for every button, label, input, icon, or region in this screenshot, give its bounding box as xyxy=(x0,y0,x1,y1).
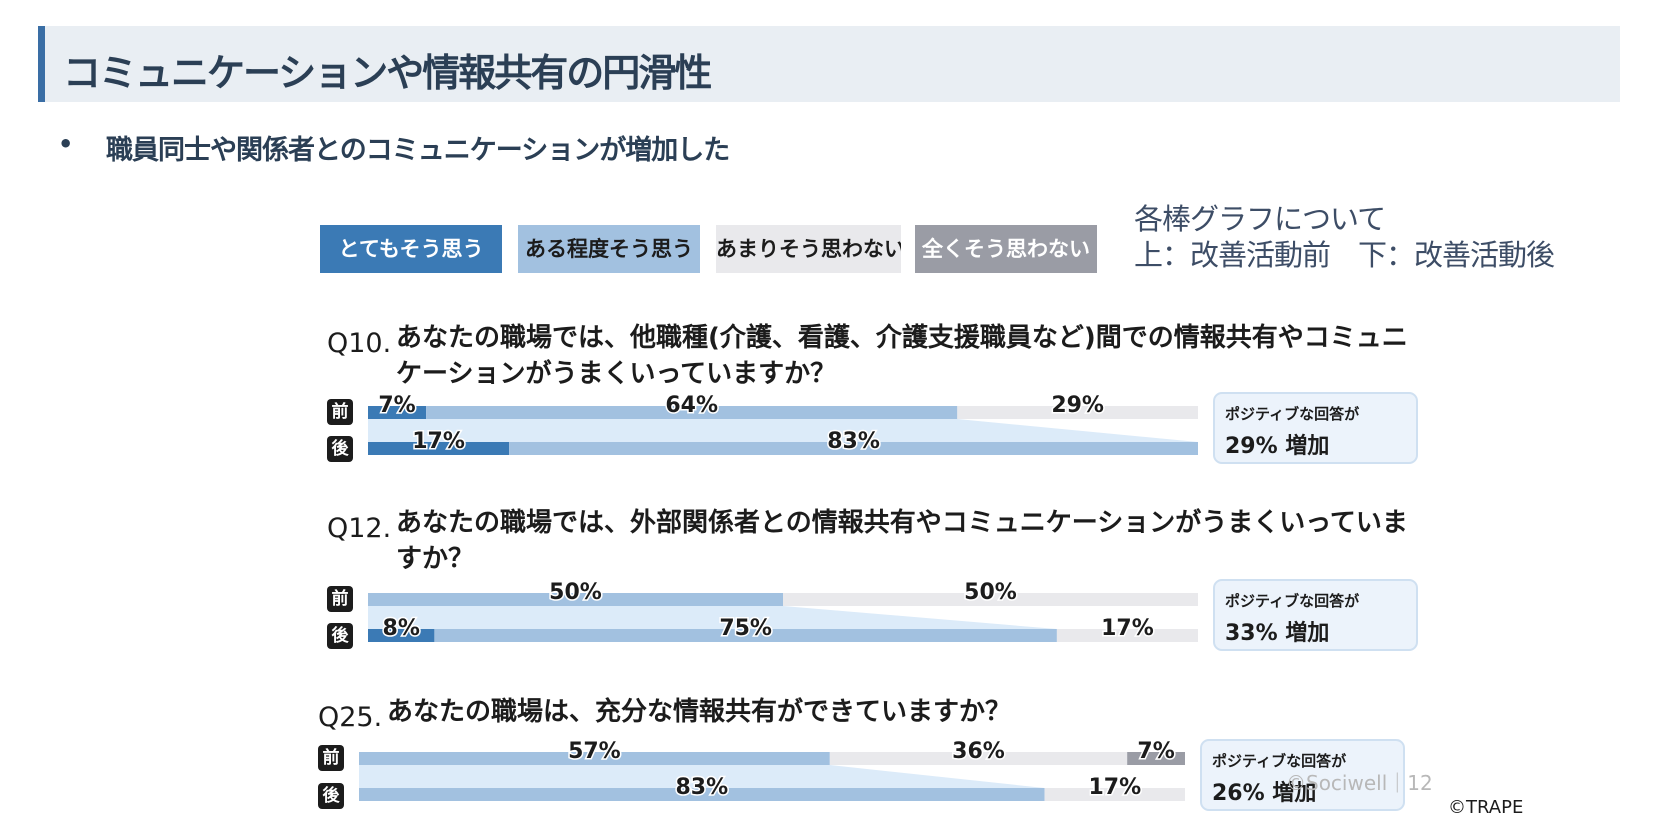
bar-segment-before-somewhat-disagree xyxy=(783,593,1198,606)
data-label-before-somewhat-disagree: 29% xyxy=(1051,393,1104,418)
legend-item-somewhat-agree: ある程度そう思う xyxy=(518,225,700,273)
data-label-after-somewhat-agree: 83% xyxy=(675,775,728,800)
data-label-before-somewhat-disagree: 50% xyxy=(964,580,1017,605)
copyright: ©TRAPE xyxy=(1448,797,1524,818)
chart-note-line2: 上：改善活動前 下：改善活動後 xyxy=(1134,238,1555,272)
question-number: Q25. xyxy=(318,702,383,733)
bar-segment-before-somewhat-agree xyxy=(368,593,783,606)
question-number: Q12. xyxy=(327,513,392,544)
positive-change-value: 26% 増加 xyxy=(1212,781,1317,806)
bar-segment-after-somewhat-agree xyxy=(359,788,1045,801)
question-text: あなたの職場では、外部関係者との情報共有やコミュニケーションがうまくいっています… xyxy=(396,508,1408,574)
data-label-after-somewhat-agree: 83% xyxy=(827,429,880,454)
title-band: コミュニケーションや情報共有の円滑性 xyxy=(38,26,1620,102)
data-label-before-strongly-disagree: 7% xyxy=(1137,739,1174,764)
legend-item-strongly-agree: とてもそう思う xyxy=(320,225,502,273)
bar-segment-after-somewhat-agree xyxy=(434,629,1057,642)
row-label-after: 後 xyxy=(327,436,353,462)
data-label-after-somewhat-disagree: 17% xyxy=(1101,616,1154,641)
positive-share-connector xyxy=(368,606,1057,629)
positive-label: ポジティブな回答が xyxy=(1212,752,1347,770)
legend-item-strongly-disagree: 全くそう思わない xyxy=(915,225,1097,273)
row-label-before: 前 xyxy=(327,399,353,425)
data-label-after-strongly-agree: 8% xyxy=(383,616,420,641)
row-label-after: 後 xyxy=(318,783,344,809)
chart-note-line1: 各棒グラフについて xyxy=(1134,202,1386,236)
bar-segment-before-strongly-agree xyxy=(368,406,427,419)
bar-segment-after-strongly-agree xyxy=(368,442,510,455)
bar-segment-before-strongly-disagree xyxy=(1127,752,1185,765)
question-number: Q10. xyxy=(327,328,392,359)
positive-label: ポジティブな回答が xyxy=(1225,405,1360,423)
bullet-text: 職員同士や関係者とのコミュニケーションが増加した xyxy=(106,135,730,166)
row-label-after: 後 xyxy=(327,623,353,649)
data-label-after-somewhat-disagree: 17% xyxy=(1088,775,1141,800)
positive-change-box: ポジティブな回答が 26% 増加 xyxy=(1200,739,1405,811)
positive-share-connector xyxy=(359,765,1045,788)
bar-segment-before-somewhat-agree xyxy=(359,752,830,765)
bar-segment-after-somewhat-agree xyxy=(509,442,1199,455)
bar-segment-before-somewhat-disagree xyxy=(829,752,1128,765)
positive-share-connector xyxy=(368,419,1198,442)
bar-segment-after-strongly-agree xyxy=(368,629,435,642)
sociwell-page-number: ©Sociwell｜12 xyxy=(1286,771,1433,795)
data-label-before-somewhat-agree: 57% xyxy=(568,739,621,764)
page-title: コミュニケーションや情報共有の円滑性 xyxy=(63,51,712,95)
positive-label: ポジティブな回答が xyxy=(1225,592,1360,610)
row-label-before: 前 xyxy=(318,745,344,771)
bullet-marker: • xyxy=(58,130,74,158)
data-label-before-somewhat-agree: 50% xyxy=(549,580,602,605)
data-label-before-somewhat-disagree: 36% xyxy=(952,739,1005,764)
legend-item-somewhat-disagree: あまりそう思わない xyxy=(716,225,901,273)
question-bar-chart: 7% 64% 29% 17% 83% xyxy=(368,392,1199,456)
bar-segment-after-somewhat-disagree xyxy=(1056,629,1198,642)
positive-change-box: ポジティブな回答が 29% 増加 xyxy=(1213,392,1418,464)
row-label-before: 前 xyxy=(327,586,353,612)
positive-change-value: 29% 増加 xyxy=(1225,434,1330,459)
bar-segment-before-somewhat-agree xyxy=(426,406,958,419)
data-label-after-strongly-agree: 17% xyxy=(412,429,465,454)
bar-segment-after-somewhat-disagree xyxy=(1044,788,1185,801)
data-label-after-somewhat-agree: 75% xyxy=(719,616,772,641)
question-text: あなたの職場では、他職種(介護、看護、介護支援職員など)間での情報共有やコミュニ… xyxy=(396,323,1408,389)
question-text: あなたの職場は、充分な情報共有ができていますか？ xyxy=(387,697,1012,727)
data-label-before-somewhat-agree: 64% xyxy=(665,393,718,418)
bar-segment-before-somewhat-disagree xyxy=(957,406,1198,419)
positive-change-box: ポジティブな回答が 33% 増加 xyxy=(1213,579,1418,651)
data-label-before-strongly-agree: 7% xyxy=(378,393,415,418)
question-bar-chart: 57% 36% 7% 83% 17% xyxy=(359,738,1185,802)
question-bar-chart: 50% 50% 8% 75% 17% xyxy=(368,579,1198,643)
positive-change-value: 33% 増加 xyxy=(1225,621,1330,646)
